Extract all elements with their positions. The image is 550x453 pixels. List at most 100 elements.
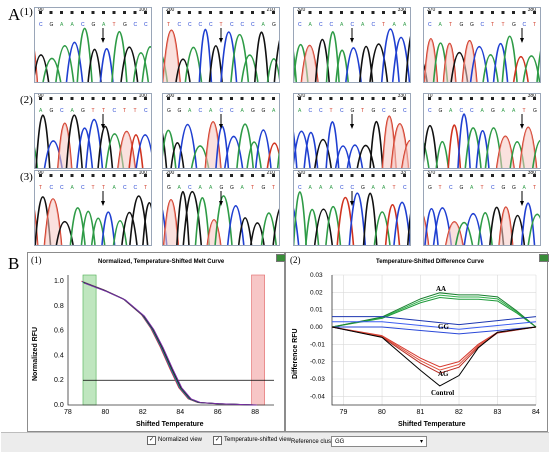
trace-fill bbox=[445, 221, 463, 245]
base-call-label: C bbox=[298, 22, 302, 28]
diff-panel-label: (2) bbox=[290, 255, 301, 265]
trace-peak bbox=[198, 28, 213, 82]
trace-peak bbox=[182, 191, 203, 245]
diff-xtick: 83 bbox=[494, 409, 502, 416]
trace-peak bbox=[325, 120, 340, 168]
base-marker bbox=[533, 97, 536, 100]
trace-peak bbox=[254, 31, 269, 82]
base-marker bbox=[251, 11, 254, 14]
temperature-shifted-checkbox[interactable]: ✓ bbox=[213, 436, 222, 445]
base-marker bbox=[522, 174, 526, 177]
base-call-label: A bbox=[309, 185, 313, 191]
base-marker bbox=[382, 174, 385, 177]
base-marker bbox=[219, 97, 223, 100]
base-call-label: T bbox=[491, 22, 494, 28]
position-start: 70 bbox=[427, 93, 433, 99]
base-call-label: A bbox=[39, 108, 43, 114]
pre-melt-region[interactable] bbox=[82, 274, 97, 406]
base-marker bbox=[123, 97, 126, 100]
base-call-label: G bbox=[220, 185, 224, 191]
trace-peak bbox=[346, 144, 364, 168]
position-end: 100 bbox=[138, 170, 147, 176]
melt-curve-panel: (1) Normalized, Temperature-Shifted Melt… bbox=[27, 252, 285, 432]
position-end: 33 bbox=[400, 170, 406, 176]
position-end: 330 bbox=[397, 7, 406, 13]
base-marker bbox=[480, 174, 484, 177]
base-marker bbox=[361, 174, 364, 177]
base-marker bbox=[102, 174, 105, 177]
base-call-label: T bbox=[393, 185, 396, 191]
position-end: 380 bbox=[527, 7, 536, 13]
base-marker bbox=[167, 97, 170, 100]
base-marker bbox=[438, 174, 442, 177]
base-call-label: A bbox=[361, 22, 365, 28]
base-call-label: G bbox=[439, 108, 443, 114]
trace-peak bbox=[177, 123, 198, 168]
base-call-label: T bbox=[502, 22, 505, 28]
melt-xtick: 86 bbox=[214, 409, 222, 416]
base-marker bbox=[459, 11, 463, 14]
base-call-label: A bbox=[262, 22, 266, 28]
base-marker bbox=[438, 97, 442, 100]
trace-peak bbox=[345, 47, 362, 82]
trace-peak bbox=[129, 195, 149, 245]
melt-xlabel: Shifted Temperature bbox=[136, 421, 204, 428]
trace-peak bbox=[99, 47, 114, 82]
trace-fill bbox=[462, 40, 477, 82]
snp-arrow-head bbox=[520, 201, 524, 206]
base-marker bbox=[81, 174, 84, 177]
base-call-label: A bbox=[298, 108, 302, 114]
trace-peak bbox=[101, 211, 116, 245]
melt-ytick: 1.0 bbox=[54, 278, 64, 285]
normalized-view-checkbox[interactable]: ✓ bbox=[147, 436, 156, 445]
trace-fill bbox=[57, 123, 72, 168]
reference-cluster-select[interactable]: GG ▾ bbox=[331, 436, 427, 447]
position-end: 210 bbox=[266, 170, 275, 176]
trace-peak bbox=[457, 113, 471, 168]
section-a-label: A bbox=[8, 5, 21, 24]
diff-ytick: -0.01 bbox=[310, 341, 325, 348]
difference-curve-line bbox=[331, 292, 537, 328]
base-marker bbox=[198, 174, 202, 177]
base-call-label: T bbox=[134, 108, 137, 114]
base-call-label: C bbox=[340, 108, 344, 114]
difference-chart: 79 80 81 82 83 84 0.03 0.02 0.01 0.00 -0.01 -0.02 -0… bbox=[310, 272, 540, 416]
base-call-label: C bbox=[220, 108, 224, 114]
trace-peak bbox=[294, 208, 300, 245]
base-call-label: C bbox=[230, 108, 234, 114]
base-call-label: T bbox=[102, 185, 105, 191]
label-aa: AA bbox=[436, 285, 447, 293]
trace-peak bbox=[111, 30, 128, 82]
base-marker bbox=[480, 97, 484, 100]
base-marker bbox=[361, 11, 364, 14]
trace-peak bbox=[384, 204, 401, 245]
base-marker bbox=[188, 174, 191, 177]
diff-ytick: -0.03 bbox=[310, 376, 325, 383]
trace-fill bbox=[163, 199, 179, 245]
base-marker bbox=[188, 11, 191, 14]
base-marker bbox=[512, 97, 515, 100]
trace-peak bbox=[356, 144, 375, 168]
chromatogram-tile: C A A A C C G A A T C 320 33 bbox=[293, 170, 411, 246]
base-marker bbox=[230, 97, 233, 100]
base-call-label: T bbox=[449, 22, 452, 28]
base-marker bbox=[177, 11, 181, 14]
base-call-label: A bbox=[209, 108, 213, 114]
base-call-label: C bbox=[298, 185, 302, 191]
base-call-label: G bbox=[92, 22, 96, 28]
base-marker bbox=[340, 174, 343, 177]
post-melt-region[interactable] bbox=[251, 274, 265, 406]
trace-peak bbox=[230, 33, 250, 82]
base-call-label: C bbox=[428, 108, 432, 114]
trace-peak bbox=[163, 132, 168, 168]
trace-peak bbox=[220, 31, 238, 82]
diff-xlabel: Shifted Temperature bbox=[398, 421, 466, 428]
base-call-label: C bbox=[199, 108, 203, 114]
base-call-label: C bbox=[144, 108, 148, 114]
diff-corner-icon[interactable] bbox=[539, 254, 549, 262]
melt-chart: 78 80 82 84 86 88 1.0 0.8 0.6 0.4 0.2 0.0 bbox=[54, 274, 274, 416]
